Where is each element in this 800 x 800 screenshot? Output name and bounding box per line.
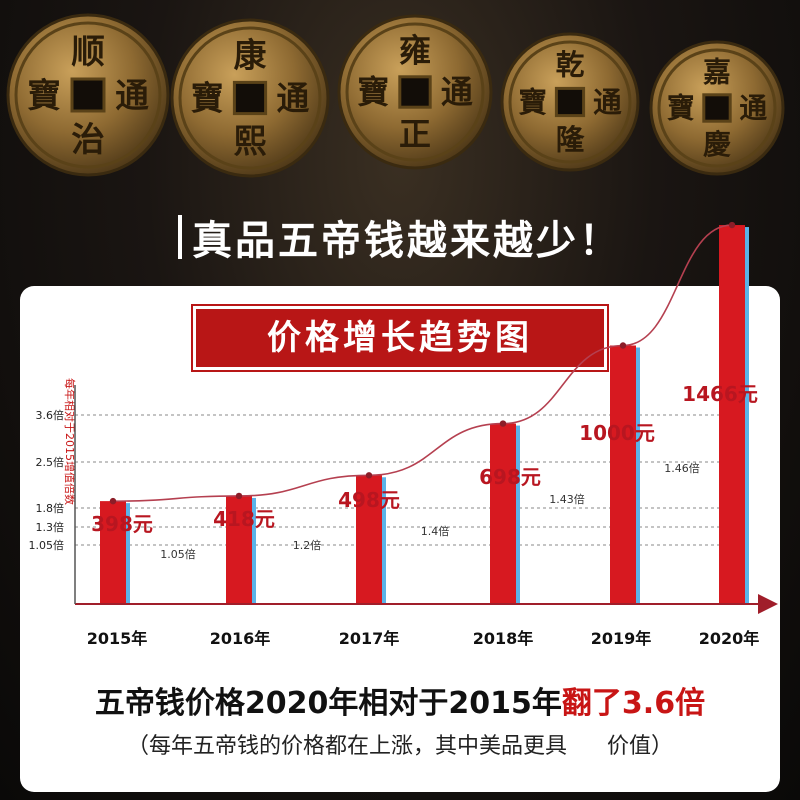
trend-point xyxy=(365,472,373,479)
coin-character: 康 xyxy=(234,36,267,75)
bar xyxy=(356,475,382,604)
coin: 顺治寶 通 xyxy=(6,13,170,177)
bar xyxy=(490,423,516,604)
trend-point xyxy=(728,221,736,229)
y-tick-label: 1.3倍 xyxy=(36,520,65,534)
coin-character: 通 xyxy=(115,75,149,115)
coin: 乾隆寶 通 xyxy=(500,32,640,172)
coin-character: 通 xyxy=(441,73,473,111)
coin-character: 乾 xyxy=(556,48,585,82)
x-tick-label: 2015年 xyxy=(87,629,148,648)
x-tick-label: 2020年 xyxy=(699,629,760,648)
growth-label: 1.46倍 xyxy=(664,461,700,475)
headline: 真品五帝钱越来越少！ xyxy=(0,208,800,266)
chart-card xyxy=(20,286,780,792)
note-right: 价值） xyxy=(607,734,674,759)
coin: 嘉慶寶 通 xyxy=(649,40,785,176)
chart-title: 价格增长趋势图 xyxy=(267,318,533,358)
y-tick-label: 1.8倍 xyxy=(36,501,65,515)
y-tick-label: 1.05倍 xyxy=(29,538,65,552)
y-tick-label: 3.6倍 xyxy=(36,408,65,422)
value-label: 1000元 xyxy=(579,421,655,445)
growth-label: 1.4倍 xyxy=(421,524,450,538)
x-tick-label: 2017年 xyxy=(339,629,400,648)
coin-character: 寶 xyxy=(667,92,695,125)
coin-character: 雍 xyxy=(399,31,431,69)
coin: 雍正寶 通 xyxy=(337,14,493,170)
value-label: 698元 xyxy=(479,465,541,489)
bar xyxy=(226,495,252,604)
y-tick-label: 2.5倍 xyxy=(36,455,65,469)
bar xyxy=(719,225,745,604)
coin-character: 寶 xyxy=(191,78,224,117)
coin-character: 熙 xyxy=(234,121,267,160)
value-label: 398元 xyxy=(91,512,153,536)
coin: 康熙寶 通 xyxy=(170,18,330,178)
summary-line: 五帝钱价格2020年相对于2015年翻了3.6倍 xyxy=(0,678,800,722)
trend-point xyxy=(235,492,243,500)
coin-character: 慶 xyxy=(703,128,731,161)
growth-label: 1.05倍 xyxy=(160,547,196,561)
growth-label: 1.43倍 xyxy=(549,492,585,506)
value-label: 1466元 xyxy=(682,382,758,406)
coin-character: 寶 xyxy=(357,73,389,111)
growth-label: 1.2倍 xyxy=(293,538,322,552)
coin-character: 通 xyxy=(739,92,767,125)
trend-point xyxy=(109,497,117,505)
summary-main: 五帝钱价格2020年相对于2015年 xyxy=(94,686,562,721)
coin-row: 顺治寶 通康熙寶 通雍正寶 通乾隆寶 通嘉慶寶通 xyxy=(6,13,785,178)
x-tick-label: 2018年 xyxy=(473,629,534,648)
headline-accent-bar xyxy=(178,215,182,259)
coin-character: 正 xyxy=(399,115,431,153)
coin-character: 嘉 xyxy=(703,55,731,88)
coin-character: 顺 xyxy=(71,31,105,71)
coin-character: 治 xyxy=(71,119,105,159)
headline-text: 真品五帝钱越来越少！ xyxy=(192,218,622,264)
x-tick-label: 2016年 xyxy=(210,629,271,648)
summary-highlight: 翻了3.6倍 xyxy=(561,686,706,721)
note-left: （每年五帝钱的价格都在上涨，其中美品更具 xyxy=(126,734,567,759)
coin-character: 通 xyxy=(277,78,310,117)
coin-character: 寶 xyxy=(518,85,547,119)
bar xyxy=(610,345,636,604)
coin-character: 寶 xyxy=(27,75,61,115)
bar xyxy=(100,501,126,604)
coin-character: 通 xyxy=(593,85,622,119)
summary-note: （每年五帝钱的价格都在上涨，其中美品更具 价值） xyxy=(0,728,800,760)
coin-character: 隆 xyxy=(556,122,585,156)
chart-title-banner: 价格增长趋势图 xyxy=(193,306,607,370)
trend-point xyxy=(619,342,627,349)
value-label: 418元 xyxy=(213,507,275,531)
x-tick-label: 2019年 xyxy=(591,629,652,648)
value-label: 498元 xyxy=(338,488,400,512)
y-axis-title: 每年相对于2015增值倍数 xyxy=(63,378,77,505)
trend-point xyxy=(499,420,507,427)
